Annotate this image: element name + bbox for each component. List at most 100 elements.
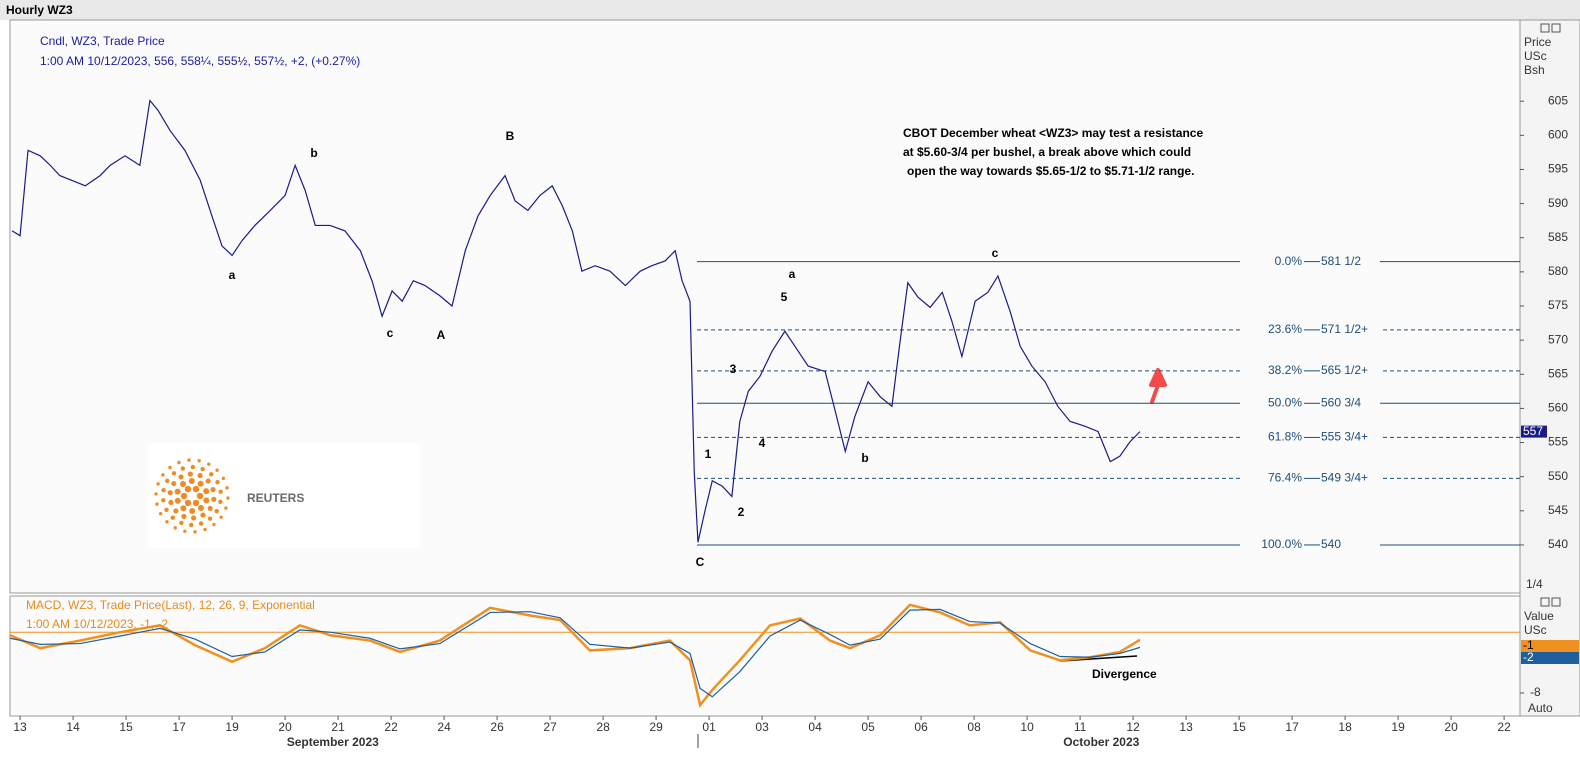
panel-button[interactable]: [1540, 23, 1550, 33]
y-tick-label: 600: [1548, 127, 1568, 141]
wave-label: c: [387, 326, 394, 340]
logo-dot: [209, 472, 214, 477]
logo-dot: [180, 480, 187, 487]
annotation: Divergence: [1092, 667, 1157, 681]
y-tick-label: 590: [1548, 196, 1568, 210]
x-tick-label: 15: [1232, 720, 1246, 734]
logo-dot: [183, 529, 187, 533]
wave-label: 2: [738, 505, 745, 519]
logo-dot: [187, 458, 191, 462]
x-tick-label: 04: [808, 720, 822, 734]
x-tick-label: 20: [278, 720, 292, 734]
logo-dot: [165, 520, 169, 524]
logo-dot: [180, 466, 186, 471]
y-tick-label: 580: [1548, 264, 1568, 278]
y-tick-label: 545: [1548, 503, 1568, 517]
wave-label: b: [861, 451, 868, 465]
logo-dot: [193, 530, 197, 534]
logo-dot: [225, 486, 229, 490]
series-line: [11, 99, 1141, 543]
y-tick-label: 570: [1548, 332, 1568, 346]
x-tick-label: 12: [1126, 720, 1140, 734]
logo-dot: [224, 506, 228, 510]
window-title: Hourly WZ3: [6, 3, 73, 17]
x-tick-label: 18: [1338, 720, 1352, 734]
up-arrow: [1149, 368, 1167, 404]
logo-dot: [156, 482, 160, 486]
wave-label: 3: [730, 362, 737, 376]
logo-dot: [161, 473, 165, 477]
panel-button[interactable]: [1551, 597, 1561, 607]
logo-dot: [221, 476, 226, 481]
logo-dot: [215, 468, 219, 472]
logo-dot: [203, 488, 210, 495]
right-axis: [1519, 19, 1580, 717]
x-tick-label: 22: [384, 720, 398, 734]
panel-button[interactable]: [1540, 597, 1550, 607]
wave-label: 5: [781, 290, 788, 304]
logo-dot: [173, 508, 179, 514]
x-tick-label: 20: [1444, 720, 1458, 734]
logo-dot: [189, 507, 196, 514]
logo-dot: [200, 512, 206, 518]
logo-dot: [197, 505, 204, 512]
logo-dot: [173, 526, 177, 530]
x-tick-label: 01: [702, 720, 716, 734]
wave-label: a: [789, 267, 796, 281]
macd-panel: [9, 595, 1521, 717]
panel-button[interactable]: [1551, 23, 1561, 33]
logo-dot: [155, 502, 159, 506]
wave-label: c: [992, 246, 999, 260]
x-tick-label: 08: [967, 720, 981, 734]
fib-price-label: 549 3/4+: [1321, 471, 1368, 485]
last-price-label: 557: [1523, 424, 1543, 438]
x-tick-label: 10: [1020, 720, 1034, 734]
fib-price-label: 565 1/2+: [1321, 363, 1368, 377]
y-tick-label: 595: [1548, 162, 1568, 176]
x-tick-label: 05: [861, 720, 875, 734]
logo-dot: [170, 515, 175, 520]
fib-label: 61.8%: [1268, 430, 1302, 444]
y-axis-label: USc: [1524, 49, 1547, 63]
fib-price-label: 555 3/4+: [1321, 430, 1368, 444]
fib-price-label: 560 3/4: [1321, 395, 1361, 409]
y-axis-label: USc: [1524, 623, 1547, 637]
logo-box: [148, 443, 420, 548]
wave-label: C: [696, 555, 705, 569]
y-tick-label: 605: [1548, 93, 1568, 107]
x-tick-label: 19: [1391, 720, 1405, 734]
logo-dot: [207, 516, 213, 521]
logo-dot: [165, 478, 170, 484]
x-tick-label: 14: [66, 720, 80, 734]
logo-dot: [203, 527, 207, 532]
logo-dot: [179, 520, 184, 526]
x-tick-label: 17: [172, 720, 186, 734]
logo-dot: [171, 471, 177, 476]
value-tag: [1521, 640, 1579, 652]
logo-dot: [190, 464, 195, 470]
logo-dot: [178, 474, 184, 480]
legend-text: Cndl, WZ3, Trade Price: [40, 34, 165, 48]
logo-dot: [174, 497, 181, 504]
logo-dot: [158, 511, 163, 516]
fib-label: 76.4%: [1268, 471, 1302, 485]
x-tick-label: 21: [331, 720, 345, 734]
annotation: at $5.60-3/4 per bushel, a break above w…: [903, 145, 1191, 159]
logo-dot: [164, 507, 169, 513]
logo-dot: [180, 505, 187, 512]
wave-label: 1: [705, 447, 712, 461]
y-tick-label: 575: [1548, 298, 1568, 312]
scale-tag: 1/4: [1526, 577, 1543, 591]
month-label: October 2023: [1063, 735, 1139, 749]
y-tick-label: 565: [1548, 366, 1568, 380]
month-label: September 2023: [287, 735, 379, 749]
scale-tag: Auto: [1528, 701, 1553, 715]
x-tick-label: 06: [914, 720, 928, 734]
logo-dot: [211, 496, 217, 502]
wave-label: B: [506, 129, 515, 143]
last-price-tag: [1521, 425, 1547, 438]
fib-label: 0.0%: [1275, 254, 1303, 268]
logo-dot: [168, 499, 174, 506]
